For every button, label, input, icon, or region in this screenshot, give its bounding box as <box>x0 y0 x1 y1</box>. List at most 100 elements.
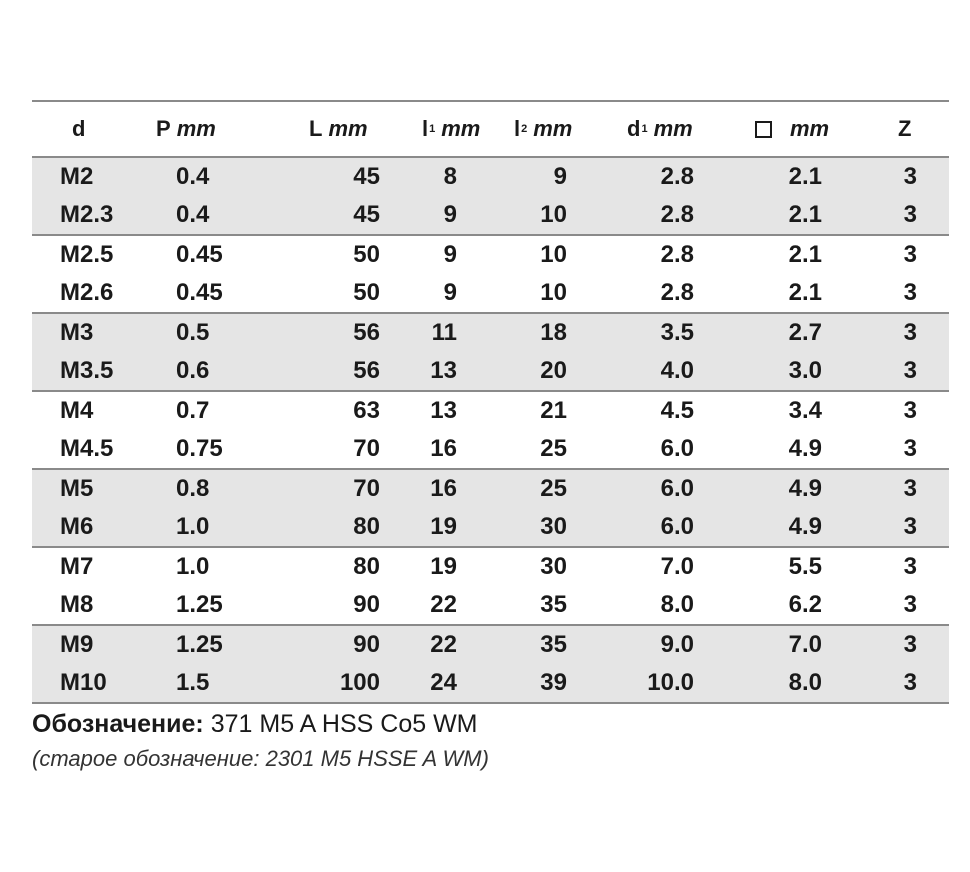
cell-l2: 25 <box>540 435 567 462</box>
header-d1: d 1 mm <box>627 102 693 156</box>
table-row: M2.6 0.45 50 9 10 2.8 2.1 3 <box>32 274 949 312</box>
cell-pitch: 0.6 <box>176 357 210 384</box>
cell-square: 2.1 <box>788 163 822 190</box>
cell-d1: 7.0 <box>660 553 694 580</box>
cell-pitch: 1.0 <box>176 553 210 580</box>
header-d: d <box>72 102 85 156</box>
cell-d1: 6.0 <box>660 435 694 462</box>
table-row: M4 0.7 63 13 21 4.5 3.4 3 <box>32 392 949 430</box>
cell-l1: 9 <box>443 279 457 306</box>
cell-l2: 30 <box>540 513 567 540</box>
cell-pitch: 0.45 <box>176 241 223 268</box>
table-row: M9 1.25 90 22 35 9.0 7.0 3 <box>32 626 949 664</box>
cell-size: M7 <box>60 553 94 580</box>
cell-size: M9 <box>60 631 94 658</box>
cell-z: 3 <box>903 279 917 306</box>
cell-pitch: 0.45 <box>176 279 223 306</box>
cell-size: M10 <box>60 669 107 696</box>
cell-l1: 22 <box>430 591 457 618</box>
cell-z: 3 <box>903 435 917 462</box>
cell-l1: 19 <box>430 553 457 580</box>
cell-length: 63 <box>353 397 380 424</box>
header-d1-sub: 1 <box>641 123 648 135</box>
table-row: M2.5 0.45 50 9 10 2.8 2.1 3 <box>32 236 949 274</box>
cell-l1: 22 <box>430 631 457 658</box>
header-l1-sub: 1 <box>429 123 436 135</box>
row-group: M3 0.5 56 11 18 3.5 2.7 3 M3.5 0.6 56 13 20 4.0 3.0 3 <box>32 314 949 392</box>
row-group: M2 0.4 45 8 9 2.8 2.1 3 M2.3 0.4 45 9 10 2.8 2.1 3 <box>32 158 949 236</box>
cell-length: 80 <box>353 513 380 540</box>
header-square: mm <box>755 102 829 156</box>
cell-length: 56 <box>353 319 380 346</box>
cell-length: 50 <box>353 241 380 268</box>
cell-size: M3 <box>60 319 94 346</box>
cell-square: 8.0 <box>788 669 822 696</box>
cell-square: 2.7 <box>788 319 822 346</box>
header-l2: l 2 mm <box>514 102 572 156</box>
table-row: M4.5 0.75 70 16 25 6.0 4.9 3 <box>32 430 949 468</box>
cell-length: 80 <box>353 553 380 580</box>
table-body: M2 0.4 45 8 9 2.8 2.1 3 M2.3 0.4 45 9 10 2.8 2.1 3 M2.5 0… <box>32 158 949 704</box>
header-d-label: d <box>72 116 86 141</box>
cell-square: 2.1 <box>788 279 822 306</box>
cell-l1: 13 <box>430 357 457 384</box>
top-rule <box>32 100 949 102</box>
cell-square: 3.0 <box>788 357 822 384</box>
cell-length: 56 <box>353 357 380 384</box>
cell-d1: 2.8 <box>660 201 694 228</box>
cell-square: 6.2 <box>788 591 822 618</box>
cell-length: 90 <box>353 631 380 658</box>
cell-length: 100 <box>339 669 380 696</box>
header-square-unit: mm <box>790 116 830 141</box>
cell-pitch: 0.5 <box>176 319 210 346</box>
cell-l1: 9 <box>443 201 457 228</box>
cell-l1: 9 <box>443 241 457 268</box>
cell-z: 3 <box>903 201 917 228</box>
cell-size: M4 <box>60 397 94 424</box>
cell-size: M2 <box>60 163 94 190</box>
cell-length: 70 <box>353 475 380 502</box>
cell-size: M2.6 <box>60 279 114 306</box>
cell-z: 3 <box>903 591 917 618</box>
cell-square: 2.1 <box>788 241 822 268</box>
cell-l2: 21 <box>540 397 567 424</box>
header-d1-label: d <box>627 116 641 141</box>
header-l2-label: l <box>514 116 521 141</box>
designation-value: 371 M5 A HSS Co5 WM <box>210 710 478 738</box>
cell-l2: 39 <box>540 669 567 696</box>
cell-length: 90 <box>353 591 380 618</box>
cell-pitch: 0.7 <box>176 397 210 424</box>
cell-d1: 4.5 <box>660 397 694 424</box>
cell-z: 3 <box>903 397 917 424</box>
cell-l2: 10 <box>540 201 567 228</box>
table-row: M6 1.0 80 19 30 6.0 4.9 3 <box>32 508 949 546</box>
cell-square: 3.4 <box>788 397 822 424</box>
designation-label: Обозначение: <box>32 710 204 738</box>
cell-length: 45 <box>353 163 380 190</box>
cell-d1: 4.0 <box>660 357 694 384</box>
header-p-unit: mm <box>176 116 216 141</box>
cell-l1: 16 <box>430 435 457 462</box>
table-row: M3 0.5 56 11 18 3.5 2.7 3 <box>32 314 949 352</box>
cell-square: 7.0 <box>788 631 822 658</box>
table-row: M8 1.25 90 22 35 8.0 6.2 3 <box>32 586 949 624</box>
row-group: M7 1.0 80 19 30 7.0 5.5 3 M8 1.25 90 22 35 8.0 6.2 3 <box>32 548 949 626</box>
table-row: M7 1.0 80 19 30 7.0 5.5 3 <box>32 548 949 586</box>
cell-l2: 10 <box>540 241 567 268</box>
cell-l1: 11 <box>431 319 457 346</box>
header-length-label: L <box>309 116 323 141</box>
cell-pitch: 0.75 <box>176 435 223 462</box>
cell-d1: 9.0 <box>660 631 694 658</box>
cell-length: 70 <box>353 435 380 462</box>
cell-l1: 19 <box>430 513 457 540</box>
cell-pitch: 0.8 <box>176 475 210 502</box>
cell-square: 2.1 <box>788 201 822 228</box>
cell-z: 3 <box>903 513 917 540</box>
header-l2-unit: mm <box>533 116 573 141</box>
header-l2-sub: 2 <box>521 123 528 135</box>
table-row: M5 0.8 70 16 25 6.0 4.9 3 <box>32 470 949 508</box>
